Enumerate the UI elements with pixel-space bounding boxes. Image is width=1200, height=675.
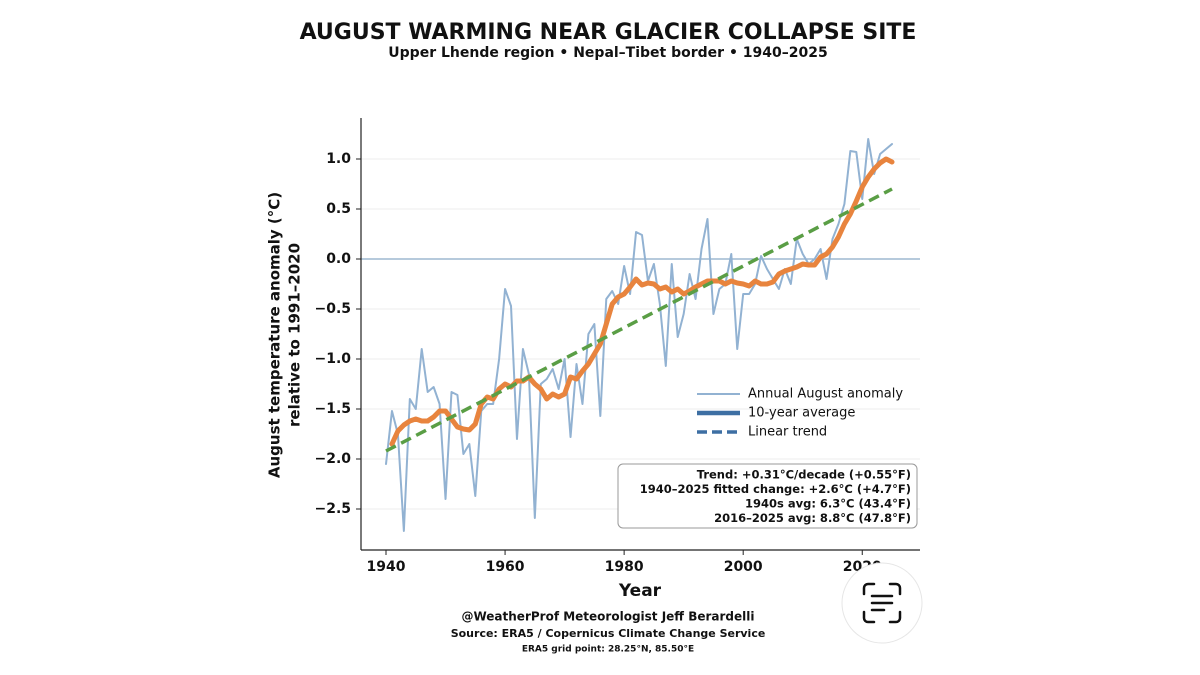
y-axis-label: August temperature anomaly (°C) [266, 192, 284, 478]
y-tick-label: 1.0 [326, 151, 351, 167]
x-axis-label: Year [618, 581, 662, 601]
y-tick-label: −1.0 [314, 351, 351, 367]
legend-label: Annual August anomaly [748, 387, 903, 402]
scan-icon[interactable] [862, 582, 902, 624]
legend-label: Linear trend [748, 425, 827, 440]
legend-label: 10-year average [748, 406, 855, 421]
y-tick-label: −0.5 [314, 301, 351, 317]
x-tick-label: 1940 [367, 559, 406, 575]
plot-area: −2.5 −2.0 −1.5 −1.0 −0.5 0.0 0.5 1.0 1940 1960 198… [314, 118, 920, 575]
stats-line: 2016–2025 avg: 8.8°C (47.8°F) [714, 511, 911, 525]
chart-subtitle: Upper Lhende region • Nepal–Tibet border… [388, 45, 827, 61]
series-line [385, 187, 893, 453]
x-tick-label: 1960 [486, 559, 525, 575]
y-tick-label: 0.0 [326, 251, 351, 267]
y-axis-label: relative to 1991–2020 [286, 243, 304, 427]
y-tick-label: −1.5 [314, 401, 351, 417]
scan-button[interactable] [841, 562, 923, 644]
y-tick-label: −2.0 [314, 451, 351, 467]
stats-line: 1940–2025 fitted change: +2.6°C (+4.7°F) [640, 482, 911, 496]
y-tick-label: −2.5 [314, 501, 351, 517]
footer: ERA5 grid point: 28.25°N, 85.50°E [522, 645, 694, 655]
stats-box [617, 463, 918, 529]
stats-line: 1940s avg: 6.3°C (43.4°F) [745, 497, 911, 511]
x-tick-label: 2000 [724, 559, 763, 575]
stats-line: Trend: +0.31°C/decade (+0.55°F) [697, 468, 911, 482]
x-tick-label: 1980 [605, 559, 644, 575]
footer: @WeatherProf Meteorologist Jeff Berardel… [461, 610, 754, 624]
y-tick-label: 0.5 [326, 201, 351, 217]
series-line [389, 156, 895, 447]
footer: Source: ERA5 / Copernicus Climate Change… [451, 627, 766, 640]
chart-title: AUGUST WARMING NEAR GLACIER COLLAPSE SIT… [300, 20, 917, 45]
